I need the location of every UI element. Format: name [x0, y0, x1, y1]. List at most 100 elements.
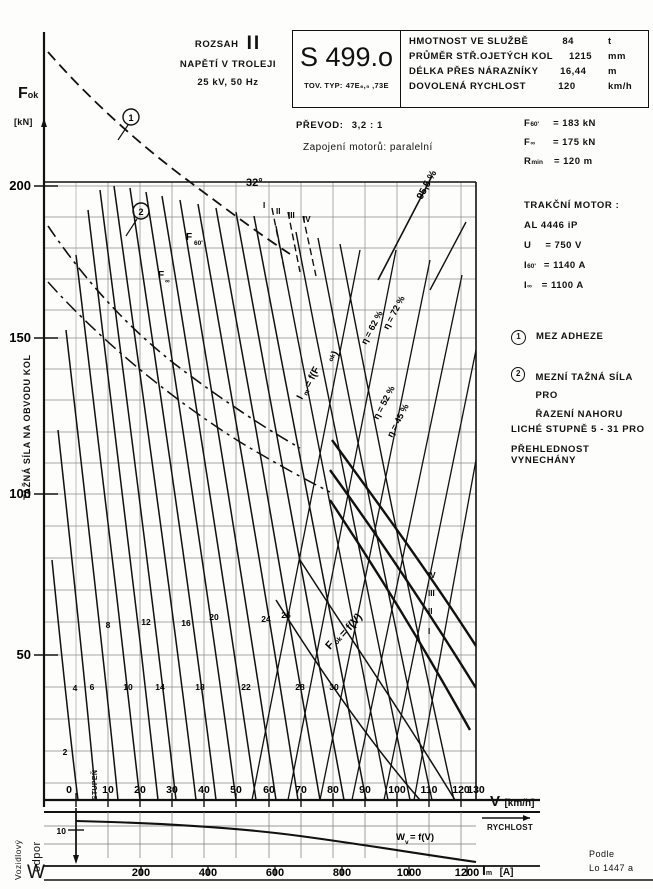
x-tick-130: 130: [467, 784, 485, 796]
resist-axis-arrow: [73, 812, 79, 864]
catenary-label: NAPĚTÍ V TROLEJI: [179, 59, 277, 70]
x-tick-120: 120: [452, 784, 470, 796]
annotation-im-f-fok-sub: m: [303, 388, 312, 397]
spec-unit: mm: [608, 51, 626, 62]
plot-frame: [42, 32, 540, 807]
force-value: = 183 kN: [553, 118, 596, 129]
current-axis-ticks: 200 400 600 800 1000 1200: [132, 866, 479, 879]
annotation-eta-52: η = 52 %: [371, 384, 397, 421]
resist-unit: W: [27, 862, 45, 883]
x-tick-70: 70: [295, 784, 307, 796]
current-line-5: [383, 349, 476, 801]
notch-label-14: 14: [155, 682, 165, 692]
resist-grid: [44, 812, 476, 858]
motor-row: U = 750 V: [524, 240, 619, 251]
y-axis-arrow: [41, 118, 47, 160]
y-symbol: F: [18, 85, 28, 102]
motor-value: = 1140 A: [543, 260, 586, 271]
note-line-2: PŘEHLEDNOST VYNECHÁNY: [511, 444, 590, 466]
notch-curve-22: [179, 199, 277, 801]
x-tick-80: 80: [327, 784, 339, 796]
current-unit: [A]: [499, 867, 514, 878]
y-tick-200: 200: [9, 178, 31, 193]
current-line-3: [319, 259, 431, 801]
notch-label-26: 26: [281, 610, 291, 620]
current-line-group: [251, 249, 476, 801]
note-block: LICHÉ STUPNĚ 5 - 31 PRO PŘEHLEDNOST VYNE…: [511, 424, 653, 466]
grid-vertical: [107, 182, 462, 800]
annotation-roman-III: III: [288, 211, 295, 220]
gear-value: 3,2 : 1: [351, 120, 383, 131]
y-sub: ok: [27, 90, 39, 100]
motor-symbol: I: [524, 260, 528, 271]
notch-curve-2: [51, 559, 79, 801]
notch-curve-20: [161, 195, 257, 801]
efficiency-line-aux: [429, 221, 467, 291]
fok-curve-I: [329, 499, 472, 731]
spec-label: HMOTNOST VE SLUŽBĚ: [409, 36, 529, 47]
y-axis-ticks: 200 150 100 50: [9, 178, 58, 662]
x-tick-0: 0: [66, 784, 72, 796]
notch-label-18: 18: [195, 682, 205, 692]
y-tick-100: 100: [9, 486, 31, 501]
annotation-f60: F: [186, 232, 192, 243]
x-axis-label: V [km/h]: [490, 793, 534, 811]
notch-label-8: 8: [106, 620, 111, 630]
motor-symbol: I: [524, 280, 528, 291]
current-tick-1000: 1000: [397, 867, 421, 879]
current-line-2: [287, 249, 397, 801]
annotation-env-III: III: [428, 589, 435, 598]
annotation-im-f-fok: I: [295, 394, 306, 402]
x-tick-110: 110: [421, 784, 438, 796]
spec-value: 84: [562, 36, 574, 47]
notch-curve-10: [87, 209, 159, 801]
x-tick-50: 50: [230, 784, 242, 796]
note-line-1: LICHÉ STUPNĚ 5 - 31 PRO: [511, 424, 645, 435]
legend-item: 1 MEZ ADHEZE: [511, 330, 653, 345]
force-symbol: F: [524, 118, 531, 129]
annotation-env-II: II: [428, 607, 432, 616]
grid-horizontal: [44, 185, 476, 784]
x-symbol: V: [490, 793, 501, 810]
annotation-roman-I: I: [263, 201, 265, 210]
notch-label-22: 22: [241, 682, 251, 692]
marker-1-circle: [122, 108, 140, 126]
credit-block: Podle Lo 1447 a: [589, 849, 634, 873]
resist-tick-10: 10: [57, 826, 67, 836]
credit-line-1: Podle: [589, 849, 615, 859]
annotation-roman-II: II: [276, 207, 280, 216]
speed-arrow: [482, 815, 530, 821]
force-spec-row: F 60' = 183 kN: [524, 118, 596, 129]
x-tick-10: 10: [102, 784, 114, 796]
resist-curve-label-rest: = f(V): [410, 832, 434, 843]
roman-marker-lines: [271, 207, 317, 277]
range-value: II: [246, 33, 262, 54]
y-tick-50: 50: [17, 647, 31, 662]
current-symbol: I: [482, 862, 486, 878]
loco-series-number: S 499.o: [299, 42, 394, 72]
spec-value: 120: [558, 81, 576, 92]
high-notch-curve-group: [275, 225, 455, 801]
force-value: = 175 kN: [552, 137, 596, 148]
marker-2-text: 2: [138, 207, 143, 217]
notch-curve-6: [65, 329, 119, 801]
legend-text-2b: ŘAZENÍ NAHORU: [535, 409, 623, 420]
x-tick-60: 60: [263, 784, 275, 796]
annotation-fok-f-v-sub: ok: [333, 636, 344, 647]
marker-1-text: 1: [128, 113, 133, 123]
gear-ratio-row: PŘEVOD: 3,2 : 1: [296, 120, 383, 131]
spec-label: DOVOLENÁ RYCHLOST: [409, 81, 526, 92]
gear-label: PŘEVOD:: [296, 120, 344, 131]
y-tick-150: 150: [9, 330, 31, 345]
notch-label-12: 12: [141, 617, 151, 627]
x-tick-20: 20: [134, 784, 146, 796]
y-axis-unit: [kN]: [14, 117, 33, 127]
notch-curve-12: [99, 189, 177, 801]
annotation-eta-45: η = 45 %: [385, 402, 411, 439]
annotation-im-f-fok-close: ): [330, 349, 341, 357]
annotation-angle-32: 32°: [246, 177, 263, 189]
traction-motor-block: TRAKČNÍ MOTOR : AL 4446 iP U = 750 V I 6…: [524, 200, 619, 291]
table-row: DOVOLENÁ RYCHLOST 120 km/h: [409, 81, 642, 92]
resist-curve-label-sub: v: [405, 839, 409, 846]
factory-type-value: 47E₆,₅ ,73E: [345, 81, 389, 90]
